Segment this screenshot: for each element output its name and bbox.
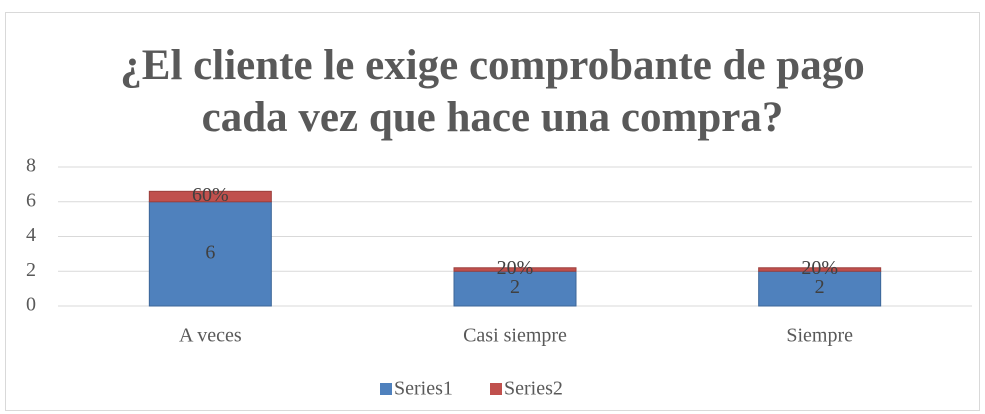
data-label: 20% [801, 257, 838, 279]
legend-swatch [380, 383, 392, 395]
y-tick-label: 2 [26, 259, 36, 281]
chart-title: ¿El cliente le exige comprobante de pago… [120, 42, 865, 141]
bar-segment [758, 267, 882, 272]
x-tick-label: Casi siempre [463, 325, 567, 347]
data-label: 2 [815, 276, 825, 298]
title-box: ¿El cliente le exige comprobante de pago… [0, 40, 985, 144]
data-label: 60% [192, 184, 229, 206]
x-tick-label: A veces [179, 325, 242, 347]
legend-swatch [490, 383, 502, 395]
y-tick-label: 0 [26, 294, 36, 316]
bar-segment [148, 190, 272, 203]
y-tick-label: 6 [26, 189, 36, 211]
legend-label: Series2 [504, 378, 563, 400]
data-label: 20% [497, 257, 534, 279]
bar-segment [453, 267, 577, 272]
x-tick-label: Siempre [786, 325, 853, 347]
bar-segment [148, 201, 272, 307]
data-label: 6 [205, 241, 215, 263]
legend-label: Series1 [394, 378, 453, 400]
data-label: 2 [510, 276, 520, 298]
y-tick-label: 4 [26, 224, 36, 246]
y-tick-label: 8 [26, 155, 36, 177]
bar-segment [758, 270, 882, 307]
